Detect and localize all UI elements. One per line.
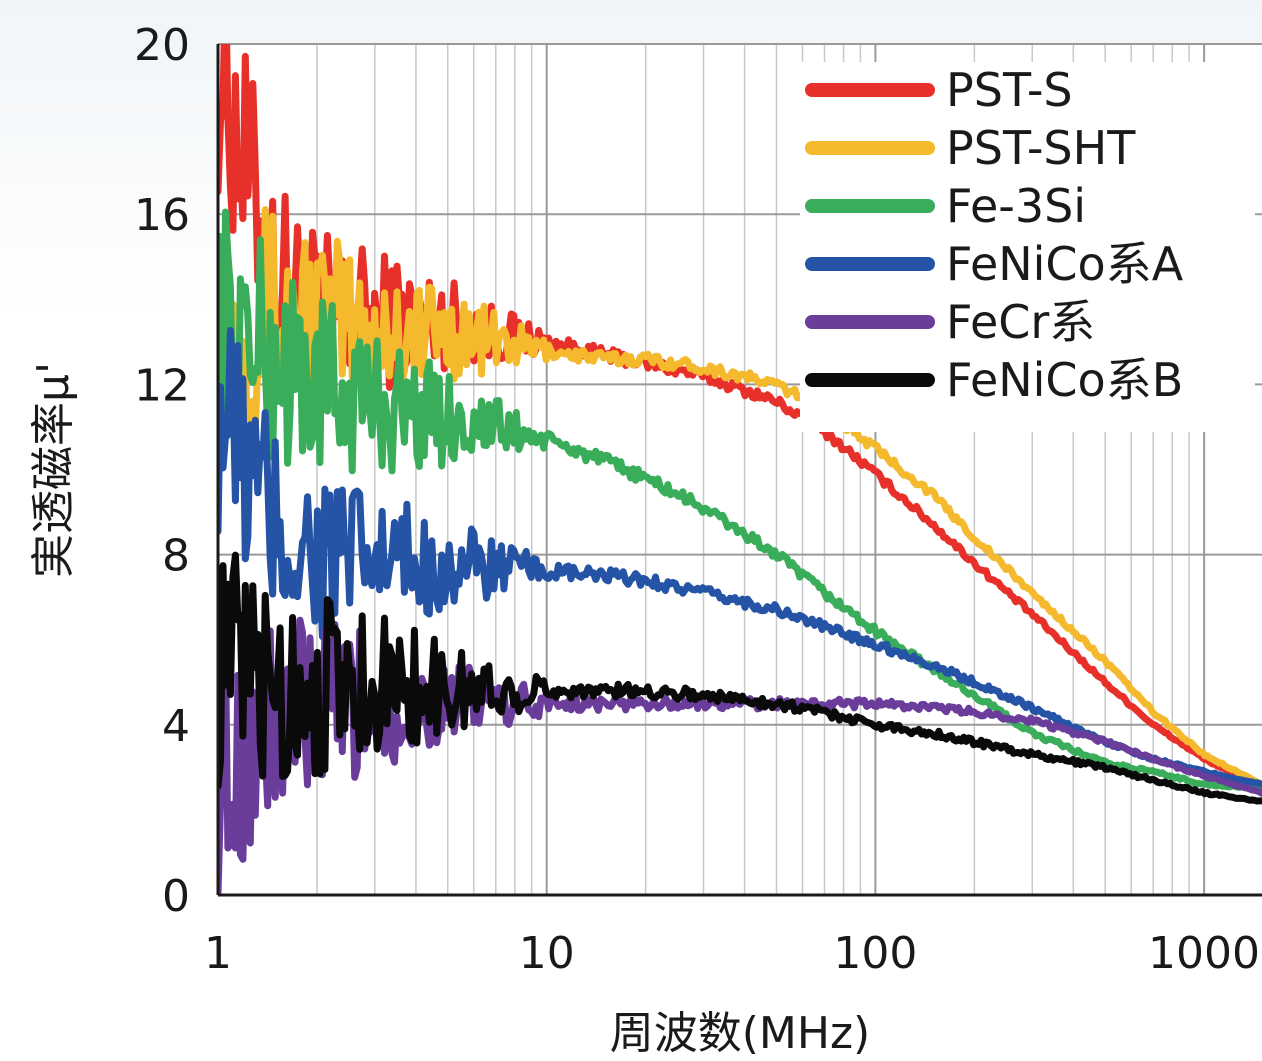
y-tick-label: 20 (134, 20, 190, 71)
x-tick-label: 100 (833, 928, 917, 979)
series-line-5 (218, 551, 1262, 805)
legend-label: FeNiCo系A (946, 237, 1184, 291)
y-tick-label: 8 (162, 531, 190, 582)
legend-box (800, 62, 1255, 432)
series-line-1 (218, 206, 1262, 788)
legend-label: PST-SHT (946, 121, 1136, 175)
legend-label: FeCr系 (946, 295, 1095, 349)
series-lines (218, 44, 1262, 895)
y-tick-label: 0 (162, 871, 190, 922)
legend-label: PST-S (946, 63, 1073, 117)
series-line-4 (218, 616, 1262, 895)
legend-label: Fe-3Si (946, 179, 1086, 233)
series-line-0 (218, 44, 1262, 793)
x-axis-title: 周波数(MHz) (610, 1008, 870, 1059)
x-tick-label: 1 (204, 928, 232, 979)
x-tick-label: 10 (519, 928, 575, 979)
y-tick-label: 16 (134, 190, 190, 241)
axes (216, 44, 1262, 897)
y-tick-label: 12 (134, 360, 190, 411)
y-tick-label: 4 (162, 701, 190, 752)
series-line-2 (218, 208, 1262, 793)
x-tick-label: 1000 (1148, 928, 1260, 979)
tick-labels: 1 10 100 1000 0 4 8 12 16 20 (134, 20, 1260, 979)
y-axis-title: 実透磁率μ' (28, 362, 79, 578)
legend-label: FeNiCo系B (946, 353, 1183, 407)
